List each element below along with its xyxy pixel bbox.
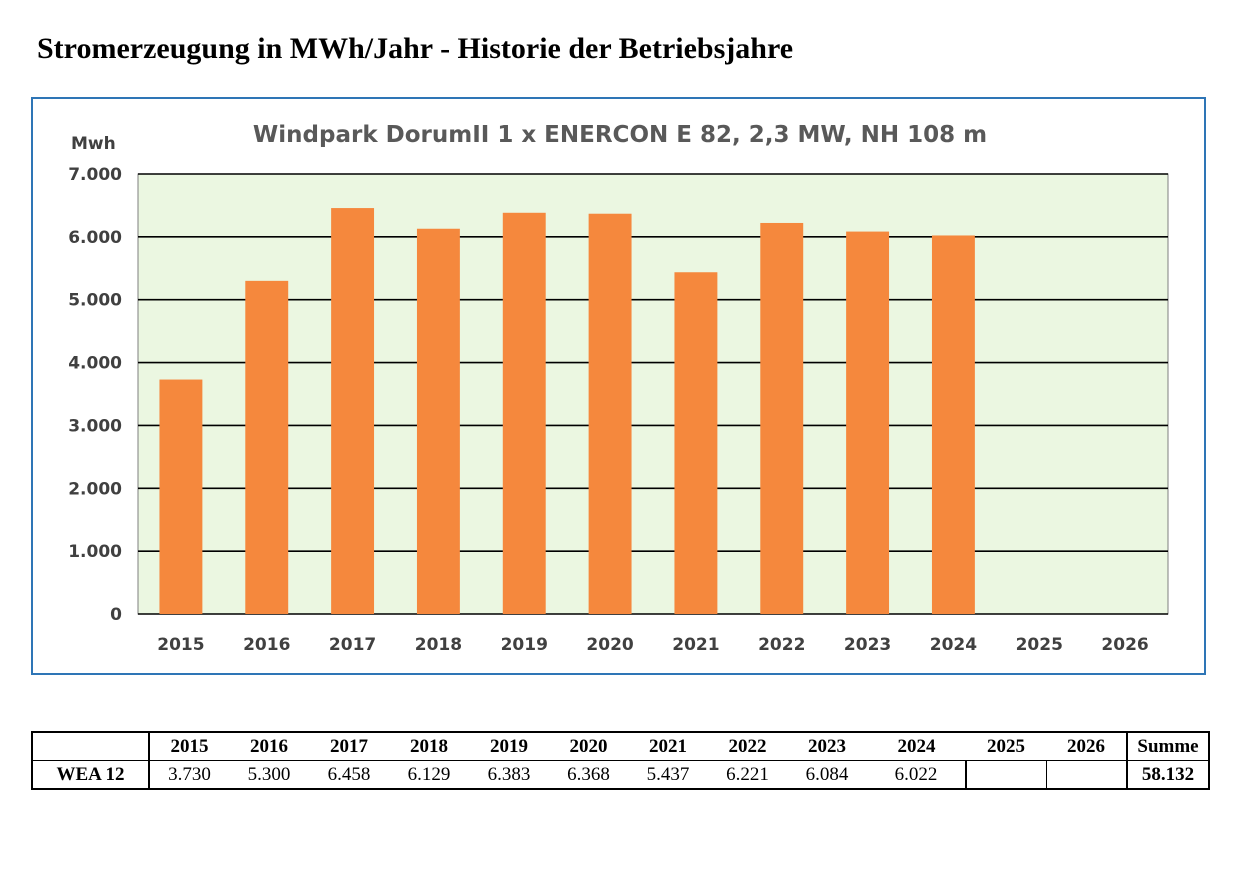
table-cell: 3.730: [149, 760, 229, 790]
bars: [159, 208, 975, 615]
bar-2015: [159, 379, 203, 614]
y-axis-ticks: 0 1.000 2.000 3.000 4.000 5.000 6.000 7.000: [68, 165, 122, 625]
table-header-cell: 2024: [867, 731, 966, 761]
table-cell: 6.383: [469, 760, 549, 790]
table-header-cell: 2020: [549, 731, 628, 761]
table-header-cell: 2026: [1046, 731, 1127, 761]
table-cell: 5.437: [628, 760, 708, 790]
table-header-cell: 2017: [309, 731, 389, 761]
chart-frame: Windpark DorumII 1 x ENERCON E 82, 2,3 M…: [31, 97, 1206, 675]
x-tick-label: 2018: [415, 635, 462, 655]
y-tick-label: 4.000: [68, 354, 122, 374]
bar-2018: [416, 228, 460, 614]
x-tick-label: 2017: [329, 635, 376, 655]
gridlines: [138, 173, 1168, 615]
plot-area: [137, 173, 1169, 615]
table-header-summe: Summe: [1126, 731, 1210, 761]
table-header-corner: [31, 731, 150, 761]
data-table: 2015 2016 2017 2018 2019 2020 2021 2022 …: [31, 731, 1210, 790]
y-tick-label: 7.000: [68, 165, 122, 185]
table-cell: 6.022: [867, 760, 967, 790]
table-header-cell: 2025: [966, 731, 1046, 761]
y-tick-label: 1.000: [68, 542, 122, 562]
table-header-cell: 2021: [628, 731, 708, 761]
table-header-cell: 2022: [708, 731, 787, 761]
x-tick-label: 2021: [672, 635, 719, 655]
x-tick-label: 2022: [758, 635, 805, 655]
y-tick-label: 2.000: [68, 479, 122, 499]
table-header-cell: 2019: [469, 731, 549, 761]
table-cell: 6.368: [549, 760, 628, 790]
page-title: Stromerzeugung in MWh/Jahr - Historie de…: [37, 32, 794, 65]
chart-title: Windpark DorumII 1 x ENERCON E 82, 2,3 M…: [253, 122, 987, 148]
table-cell-sum: 58.132: [1126, 760, 1210, 790]
chart-svg: Windpark DorumII 1 x ENERCON E 82, 2,3 M…: [68, 122, 1169, 655]
table-header-cell: 2018: [389, 731, 469, 761]
x-axis-ticks: 2015 2016 2017 2018 2019 2020 2021 2022 2023 2024…: [157, 635, 1148, 655]
y-tick-label: 3.000: [68, 416, 122, 436]
bar-2022: [760, 222, 804, 615]
table-cell: [1046, 760, 1127, 790]
table-cell: 5.300: [229, 760, 309, 790]
bar-2017: [331, 208, 375, 614]
y-tick-label: 5.000: [68, 291, 122, 311]
x-tick-label: 2019: [501, 635, 548, 655]
bar-2021: [674, 272, 718, 614]
x-tick-label: 2016: [243, 635, 290, 655]
table-row-label: WEA 12: [31, 760, 150, 790]
table-header-cell: 2023: [787, 731, 867, 761]
y-tick-label: 0: [110, 605, 122, 625]
table-cell: [966, 760, 1047, 790]
x-tick-label: 2015: [157, 635, 204, 655]
bar-2020: [588, 213, 632, 614]
table-header-cell: 2015: [149, 731, 229, 761]
y-tick-label: 6.000: [68, 228, 122, 248]
table-cell: 6.129: [389, 760, 469, 790]
bar-2019: [502, 212, 546, 614]
x-tick-label: 2026: [1101, 635, 1148, 655]
table-header-cell: 2016: [229, 731, 309, 761]
x-tick-label: 2024: [930, 635, 977, 655]
x-tick-label: 2020: [586, 635, 633, 655]
table-cell: 6.084: [787, 760, 867, 790]
table-header-row: 2015 2016 2017 2018 2019 2020 2021 2022 …: [31, 731, 1210, 761]
x-tick-label: 2023: [844, 635, 891, 655]
bar-2023: [846, 231, 890, 614]
x-tick-label: 2025: [1016, 635, 1063, 655]
y-axis-unit-label: Mwh: [71, 134, 116, 154]
table-cell: 6.458: [309, 760, 389, 790]
table-row: WEA 12 3.730 5.300 6.458 6.129 6.383 6.3…: [31, 760, 1210, 790]
bar-2016: [245, 280, 289, 614]
table-cell: 6.221: [708, 760, 787, 790]
bar-2024: [931, 235, 975, 614]
